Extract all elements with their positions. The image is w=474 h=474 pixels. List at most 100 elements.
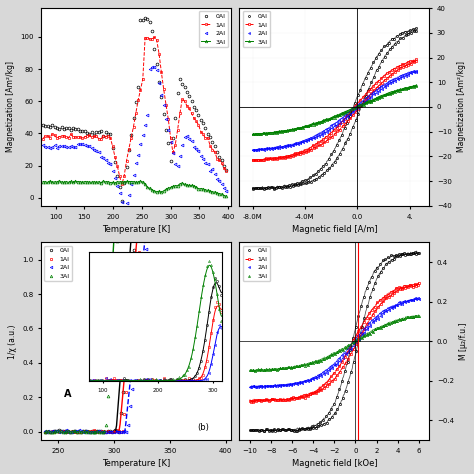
0Al	[365, 70, 371, 75]
2Al	[415, 295, 421, 301]
0Al	[124, 164, 129, 169]
0Al	[266, 428, 272, 434]
2Al	[410, 68, 416, 74]
1Al	[124, 158, 129, 164]
Line: 0Al: 0Al	[43, 0, 226, 433]
Line: 1Al: 1Al	[249, 283, 419, 402]
1Al	[366, 310, 372, 316]
0Al	[410, 250, 415, 255]
2Al	[412, 295, 418, 301]
1Al	[334, 125, 339, 131]
2Al	[121, 209, 127, 215]
Line: 0Al: 0Al	[251, 27, 417, 190]
3Al	[247, 367, 253, 373]
1Al	[410, 283, 415, 288]
1Al	[207, 143, 213, 148]
Legend: 0Al, 1Al, 2Al, 3Al: 0Al, 1Al, 2Al, 3Al	[199, 11, 228, 47]
3Al	[301, 362, 307, 367]
0Al	[76, 429, 82, 435]
0Al	[302, 177, 308, 183]
3Al	[326, 116, 332, 122]
2Al	[151, 176, 156, 182]
0Al	[301, 426, 307, 432]
Legend: 0Al, 1Al, 2Al, 3Al: 0Al, 1Al, 2Al, 3Al	[45, 246, 72, 282]
0Al	[154, 62, 160, 67]
0Al	[252, 185, 258, 191]
3Al	[253, 368, 258, 374]
2Al	[301, 378, 307, 384]
0Al	[250, 185, 255, 191]
1Al	[224, 168, 229, 173]
2Al	[250, 147, 255, 153]
3Al	[328, 351, 334, 357]
2Al	[331, 121, 337, 127]
3Al	[296, 363, 301, 369]
1Al	[365, 88, 371, 94]
1Al	[250, 398, 255, 404]
0Al	[224, 167, 229, 173]
2Al	[328, 363, 334, 369]
0Al	[328, 406, 334, 412]
2Al	[366, 320, 372, 326]
3Al	[366, 330, 372, 336]
Y-axis label: Magnetization [Am²/kg]: Magnetization [Am²/kg]	[6, 62, 15, 153]
Line: 3Al: 3Al	[249, 315, 419, 372]
1Al	[301, 392, 307, 398]
X-axis label: Temperature [K]: Temperature [K]	[102, 225, 170, 234]
2Al	[207, 168, 213, 174]
3Al	[334, 349, 339, 355]
2Al	[224, 188, 229, 193]
0Al	[170, 136, 176, 141]
2Al	[156, 81, 162, 86]
0Al	[207, 134, 213, 139]
Line: 2Al: 2Al	[43, 0, 226, 433]
3Al	[331, 114, 337, 119]
0Al	[247, 428, 253, 433]
3Al	[83, 429, 89, 435]
2Al	[413, 68, 419, 73]
1Al	[149, 112, 155, 118]
0Al	[83, 428, 89, 434]
0Al	[163, 128, 169, 133]
Line: 1Al: 1Al	[43, 0, 226, 433]
2Al	[247, 384, 253, 390]
Line: 1Al: 1Al	[251, 58, 417, 162]
3Al	[124, 179, 129, 184]
1Al	[83, 428, 89, 433]
0Al	[142, 15, 148, 20]
Y-axis label: 1/χ (a.u.): 1/χ (a.u.)	[8, 324, 17, 359]
0Al	[296, 427, 301, 432]
3Al	[205, 188, 210, 193]
1Al	[328, 374, 334, 379]
0Al	[412, 249, 418, 255]
1Al	[247, 398, 253, 404]
2Al	[136, 316, 142, 321]
0Al	[149, 16, 155, 21]
2Al	[40, 143, 46, 148]
2Al	[85, 429, 91, 435]
3Al	[413, 82, 419, 88]
1Al	[134, 270, 140, 276]
0Al	[415, 250, 421, 256]
Y-axis label: M [μ₂/f.u.]: M [μ₂/f.u.]	[459, 323, 468, 360]
1Al	[42, 429, 47, 435]
0Al	[40, 122, 46, 128]
0Al	[297, 180, 303, 186]
2Al	[300, 138, 305, 144]
2Al	[170, 151, 176, 156]
3Al	[410, 83, 416, 89]
Legend: 0Al, 1Al, 2Al, 3Al: 0Al, 1Al, 2Al, 3Al	[243, 11, 270, 47]
1Al	[163, 102, 169, 108]
2Al	[163, 116, 169, 122]
2Al	[363, 96, 368, 101]
Legend: 0Al, 1Al, 2Al, 3Al: 0Al, 1Al, 2Al, 3Al	[243, 246, 270, 282]
1Al	[296, 394, 301, 400]
X-axis label: Magnetic field [kOe]: Magnetic field [kOe]	[292, 459, 377, 468]
1Al	[156, 51, 162, 56]
1Al	[154, 37, 160, 43]
3Al	[152, 188, 157, 194]
2Al	[296, 380, 301, 385]
3Al	[294, 125, 300, 131]
1Al	[328, 130, 334, 136]
Line: 0Al: 0Al	[42, 17, 228, 202]
